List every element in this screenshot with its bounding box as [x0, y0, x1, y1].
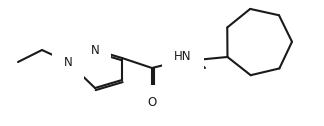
Text: N: N [91, 43, 99, 56]
Text: HN: HN [174, 50, 192, 62]
Text: N: N [64, 55, 72, 69]
Text: O: O [147, 97, 156, 109]
